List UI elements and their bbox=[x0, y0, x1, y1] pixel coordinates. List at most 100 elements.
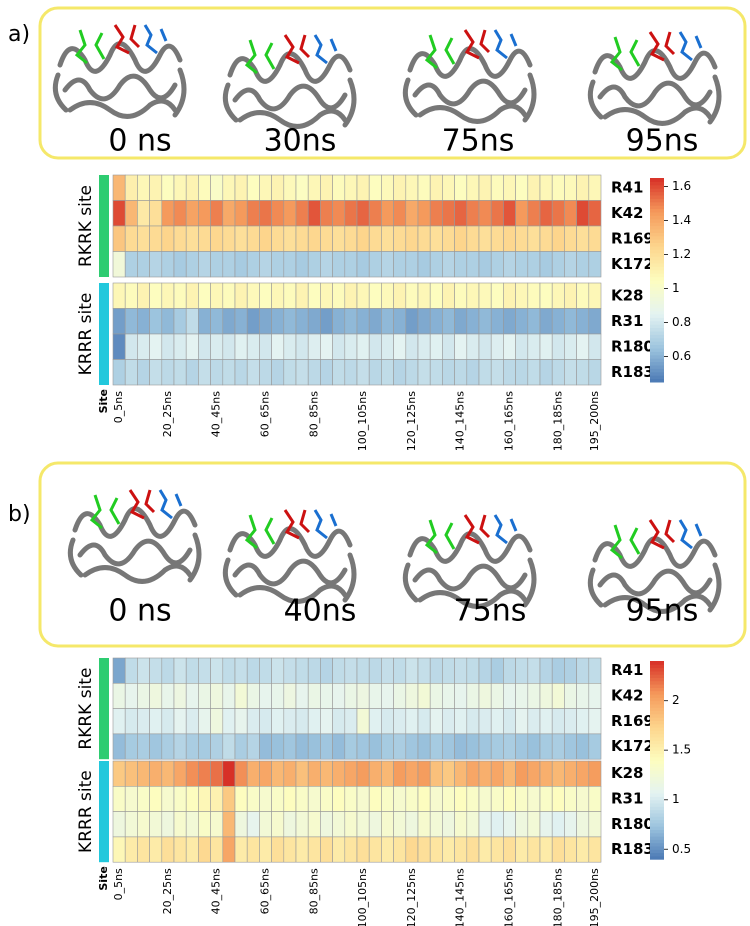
heat-cell bbox=[247, 175, 259, 201]
heat-cell bbox=[308, 837, 320, 862]
heat-cell bbox=[577, 175, 589, 201]
heat-cell bbox=[528, 683, 540, 708]
heat-cell bbox=[503, 201, 515, 227]
heat-cell bbox=[589, 761, 601, 786]
heat-cell bbox=[211, 734, 223, 759]
heat-cell bbox=[150, 837, 162, 862]
heat-cell bbox=[247, 734, 259, 759]
heat-cell bbox=[284, 709, 296, 734]
heat-cell bbox=[552, 334, 564, 360]
heat-cell bbox=[406, 658, 418, 683]
heat-cell bbox=[394, 761, 406, 786]
heat-cell bbox=[308, 252, 320, 278]
colorbar-segment bbox=[650, 307, 664, 311]
colorbar-segment bbox=[650, 750, 664, 754]
heat-cell bbox=[589, 734, 601, 759]
heat-cell bbox=[113, 334, 125, 360]
heat-cell bbox=[491, 201, 503, 227]
colorbar-segment bbox=[650, 697, 664, 701]
heat-cell bbox=[357, 786, 369, 811]
heat-cell bbox=[369, 283, 381, 309]
heat-cell bbox=[455, 812, 467, 837]
heat-cell bbox=[430, 360, 442, 386]
heat-cell bbox=[186, 226, 198, 252]
colorbar-segment bbox=[650, 826, 664, 830]
heat-cell bbox=[308, 683, 320, 708]
heat-cell bbox=[479, 709, 491, 734]
heat-cell bbox=[333, 283, 345, 309]
heat-cell bbox=[174, 761, 186, 786]
heat-cell bbox=[455, 175, 467, 201]
colorbar-segment bbox=[650, 372, 664, 376]
row-label: R180 bbox=[611, 815, 654, 833]
x-tick-label: 195_200ns bbox=[588, 391, 601, 451]
heat-cell bbox=[516, 734, 528, 759]
row-label: R41 bbox=[611, 178, 643, 196]
heat-cell bbox=[308, 709, 320, 734]
heat-cell bbox=[296, 309, 308, 335]
heat-cell bbox=[113, 709, 125, 734]
heat-cell bbox=[345, 283, 357, 309]
colorbar-segment bbox=[650, 239, 664, 243]
heat-cell bbox=[577, 283, 589, 309]
heat-cell bbox=[503, 786, 515, 811]
colorbar-segment bbox=[650, 368, 664, 372]
heat-cell bbox=[223, 309, 235, 335]
heat-cell bbox=[467, 786, 479, 811]
heat-cell bbox=[247, 683, 259, 708]
x-tick-label: 180_185ns bbox=[551, 391, 564, 451]
heat-cell bbox=[516, 360, 528, 386]
heat-cell bbox=[442, 812, 454, 837]
heat-cell bbox=[418, 334, 430, 360]
heat-cell bbox=[357, 283, 369, 309]
heat-cell bbox=[174, 334, 186, 360]
heat-cell bbox=[320, 252, 332, 278]
heat-cell bbox=[577, 709, 589, 734]
x-tick-label: 160_165ns bbox=[503, 868, 516, 926]
heat-cell bbox=[467, 734, 479, 759]
heat-cell bbox=[577, 658, 589, 683]
heat-cell bbox=[137, 334, 149, 360]
row-label: R41 bbox=[611, 661, 643, 679]
heat-cell bbox=[540, 175, 552, 201]
heat-cell bbox=[467, 837, 479, 862]
snapshot-label: 30ns bbox=[264, 124, 337, 159]
heat-cell bbox=[333, 175, 345, 201]
heat-cell bbox=[150, 812, 162, 837]
colorbar-segment bbox=[650, 212, 664, 216]
heat-cell bbox=[418, 252, 430, 278]
heat-cell bbox=[259, 201, 271, 227]
heat-cell bbox=[430, 226, 442, 252]
heat-cell bbox=[528, 734, 540, 759]
heat-cell bbox=[259, 683, 271, 708]
colorbar-segment bbox=[650, 684, 664, 688]
heat-cell bbox=[528, 201, 540, 227]
heat-cell bbox=[223, 252, 235, 278]
heat-cell bbox=[455, 334, 467, 360]
colorbar-segment bbox=[650, 222, 664, 226]
heat-cell bbox=[125, 283, 137, 309]
heat-cell bbox=[516, 683, 528, 708]
heat-cell bbox=[552, 709, 564, 734]
heat-cell bbox=[589, 837, 601, 862]
heat-cell bbox=[455, 709, 467, 734]
heat-cell bbox=[467, 283, 479, 309]
heat-cell bbox=[150, 709, 162, 734]
heat-cell bbox=[503, 283, 515, 309]
heat-cell bbox=[345, 360, 357, 386]
heat-cell bbox=[357, 226, 369, 252]
heat-cell bbox=[394, 309, 406, 335]
heat-cell bbox=[540, 334, 552, 360]
heat-cell bbox=[198, 309, 210, 335]
heat-cell bbox=[381, 226, 393, 252]
heat-cell bbox=[491, 786, 503, 811]
heat-cell bbox=[150, 226, 162, 252]
colorbar-segment bbox=[650, 345, 664, 349]
heat-cell bbox=[491, 761, 503, 786]
heat-cell bbox=[516, 201, 528, 227]
heat-cell bbox=[381, 334, 393, 360]
heat-cell bbox=[125, 309, 137, 335]
snapshot-label: 75ns bbox=[454, 594, 527, 629]
row-label: K28 bbox=[611, 764, 644, 782]
heat-cell bbox=[333, 812, 345, 837]
